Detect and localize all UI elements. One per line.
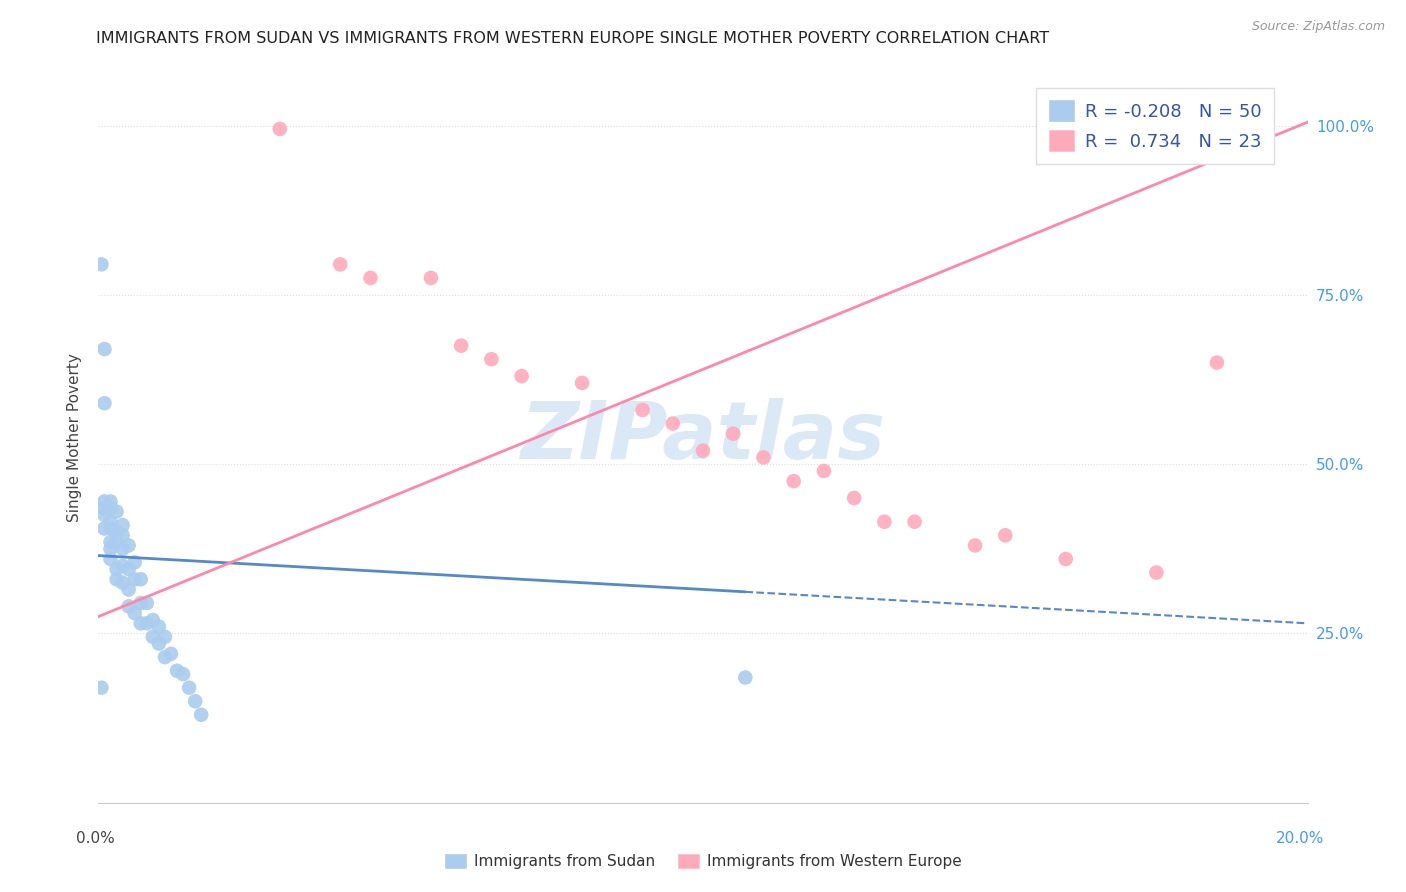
Point [124,555,146,569]
Point [692,443,714,458]
Point [723,426,745,441]
Point [100,535,122,549]
Point [148,620,170,634]
Point [93,396,115,410]
Point [118,599,141,614]
Point [631,403,654,417]
Point [135,616,157,631]
Point [111,528,134,542]
Point [100,521,122,535]
Point [450,338,472,352]
Point [571,376,593,390]
Point [100,494,122,508]
Point [129,572,152,586]
Point [734,671,756,685]
Point [124,606,146,620]
Point [1054,552,1077,566]
Point [118,582,141,597]
Point [142,630,165,644]
Y-axis label: Single Mother Poverty: Single Mother Poverty [67,352,83,522]
Point [1206,355,1229,369]
Point [873,515,896,529]
Point [153,630,176,644]
Point [844,491,866,505]
Point [93,521,115,535]
Point [153,650,176,665]
Point [184,694,207,708]
Point [965,538,987,552]
Text: IMMIGRANTS FROM SUDAN VS IMMIGRANTS FROM WESTERN EUROPE SINGLE MOTHER POVERTY CO: IMMIGRANTS FROM SUDAN VS IMMIGRANTS FROM… [96,31,1049,46]
Point [100,541,122,556]
Point [269,122,291,136]
Point [90,257,112,271]
Point [105,505,128,519]
Text: ZIPatlas: ZIPatlas [520,398,886,476]
Point [118,562,141,576]
Point [93,494,115,508]
Point [118,538,141,552]
Point [813,464,835,478]
Point [105,535,128,549]
Point [100,515,122,529]
Point [105,572,128,586]
Point [510,369,533,384]
Point [111,518,134,533]
Point [105,562,128,576]
Point [111,558,134,573]
Text: Source: ZipAtlas.com: Source: ZipAtlas.com [1251,20,1385,33]
Point [129,616,152,631]
Point [752,450,775,465]
Point [166,664,188,678]
Legend: Immigrants from Sudan, Immigrants from Western Europe: Immigrants from Sudan, Immigrants from W… [439,848,967,875]
Point [360,271,382,285]
Point [135,596,157,610]
Point [93,342,115,356]
Point [172,667,194,681]
Point [142,613,165,627]
Text: 20.0%: 20.0% [1277,831,1324,846]
Point [111,575,134,590]
Point [190,707,212,722]
Point [994,528,1017,542]
Point [179,681,201,695]
Point [124,572,146,586]
Point [420,271,443,285]
Point [93,508,115,522]
Text: 0.0%: 0.0% [76,831,115,846]
Point [783,474,806,488]
Point [100,552,122,566]
Point [160,647,183,661]
Point [904,515,927,529]
Point [661,417,683,431]
Legend: R = -0.208   N = 50, R =  0.734   N = 23: R = -0.208 N = 50, R = 0.734 N = 23 [1036,87,1274,164]
Point [329,257,352,271]
Point [1144,566,1167,580]
Point [481,352,503,367]
Point [105,524,128,539]
Point [100,501,122,516]
Point [90,681,112,695]
Point [129,596,152,610]
Point [148,637,170,651]
Point [93,501,115,516]
Point [111,541,134,556]
